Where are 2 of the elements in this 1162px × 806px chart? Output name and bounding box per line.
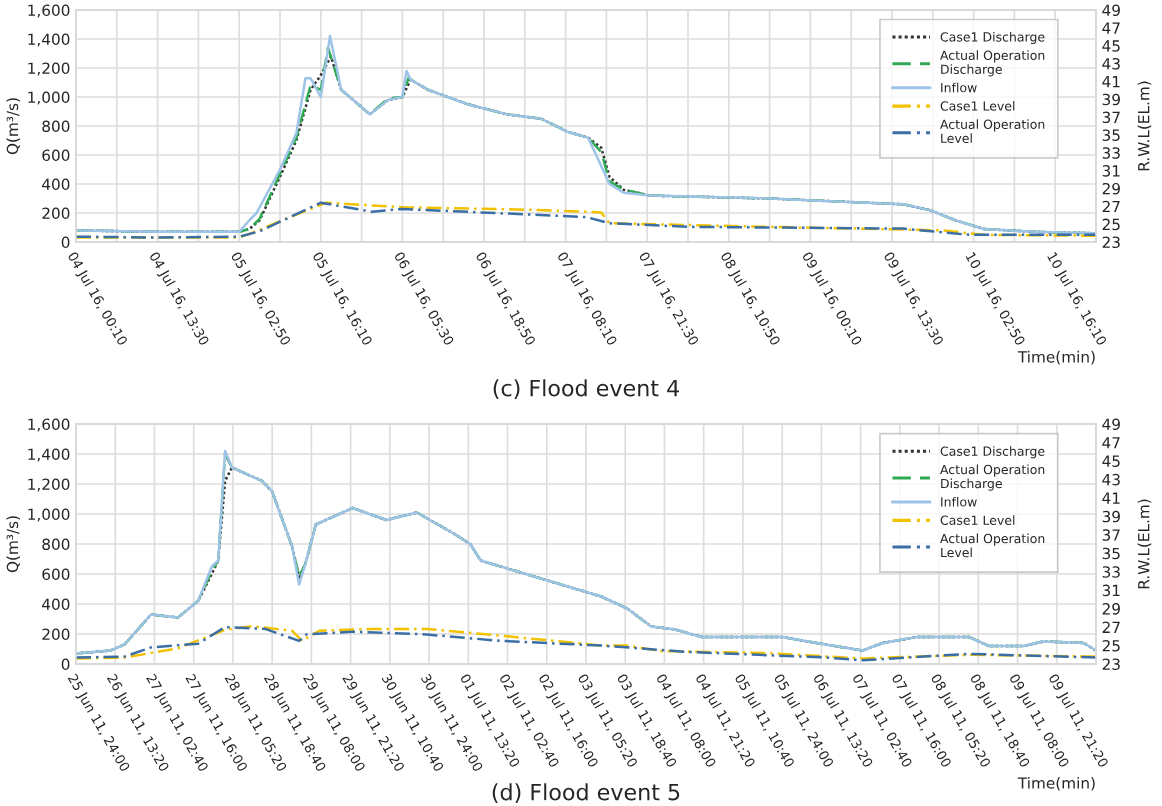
text: (d) Flood event 5 xyxy=(492,783,680,804)
text: (c) Flood event 4 xyxy=(493,379,679,400)
